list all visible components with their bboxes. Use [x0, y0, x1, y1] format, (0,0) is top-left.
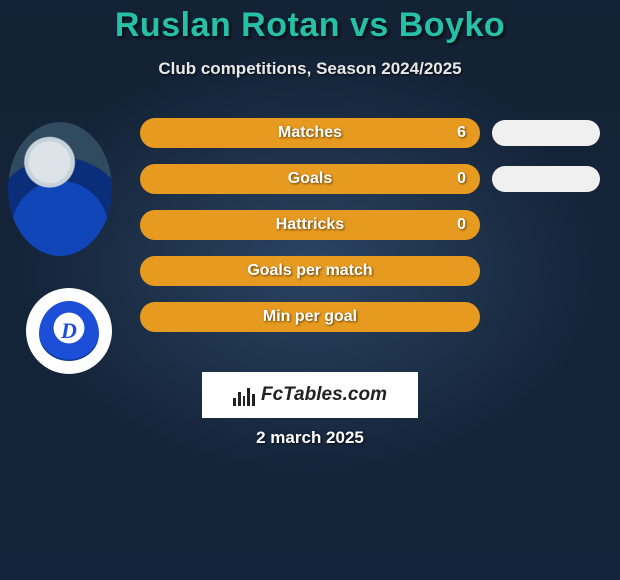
stat-bar-value: 0 [457, 170, 466, 188]
stat-bar-label: Hattricks [276, 216, 344, 234]
opponent-pill [492, 120, 600, 146]
stat-bar: Hattricks 0 [140, 210, 480, 240]
stat-bar-label: Goals [288, 170, 332, 188]
club-stars-icon: ★ ★ [26, 288, 112, 289]
stat-bar-label: Matches [278, 124, 342, 142]
stat-bar-value: 6 [457, 124, 466, 142]
opponent-pills [492, 118, 600, 192]
stat-bar: Goals per match [140, 256, 480, 286]
stat-bar-label: Goals per match [247, 262, 372, 280]
page-title: Ruslan Rotan vs Boyko [0, 0, 620, 45]
subtitle: Club competitions, Season 2024/2025 [0, 59, 620, 79]
club-badge: ★ ★ [26, 288, 112, 374]
brand-box: FcTables.com [202, 372, 418, 418]
stat-bar: Matches 6 [140, 118, 480, 148]
player-avatar [8, 122, 112, 256]
infographic: Ruslan Rotan vs Boyko Club competitions,… [0, 0, 620, 580]
stat-bar-label: Min per goal [263, 308, 357, 326]
brand-text: FcTables.com [261, 384, 387, 406]
bars-icon [233, 384, 255, 406]
stat-bar-value: 0 [457, 216, 466, 234]
stat-bar: Goals 0 [140, 164, 480, 194]
stat-bar: Min per goal [140, 302, 480, 332]
date-label: 2 march 2025 [0, 428, 620, 448]
club-badge-inner [39, 301, 99, 361]
comparison-zone: ★ ★ Matches 6 Goals 0 Hattricks 0 Goals per ma… [0, 118, 620, 378]
opponent-pill [492, 166, 600, 192]
stat-bars: Matches 6 Goals 0 Hattricks 0 Goals per match M… [140, 118, 480, 348]
